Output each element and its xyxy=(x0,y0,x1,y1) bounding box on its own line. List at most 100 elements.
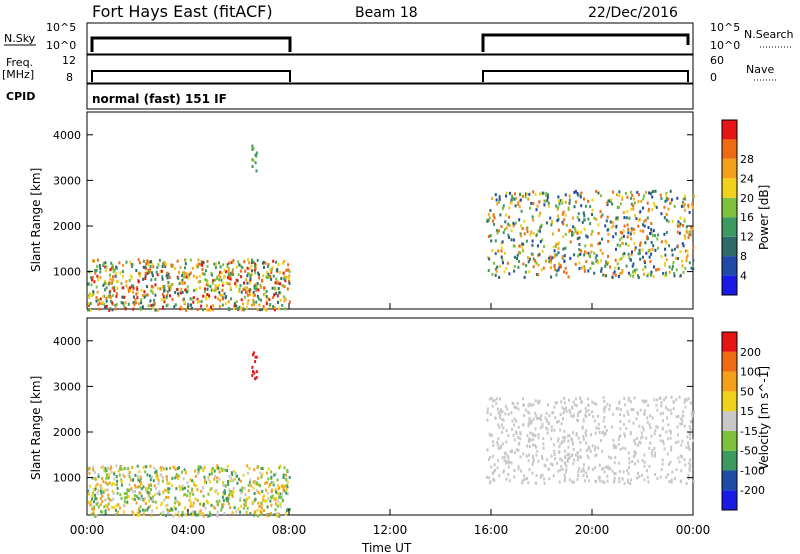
x-tick-label: 00:00 xyxy=(676,523,711,537)
scatter-point xyxy=(91,476,94,480)
scatter-point xyxy=(561,201,564,205)
scatter-point xyxy=(220,508,223,512)
scatter-point xyxy=(511,196,514,199)
scatter-point xyxy=(501,258,504,262)
scatter-point xyxy=(652,202,655,205)
scatter-point xyxy=(635,217,638,221)
scatter-point xyxy=(248,292,251,296)
scatter-point xyxy=(616,193,618,197)
scatter-point xyxy=(642,255,644,259)
scatter-point xyxy=(519,455,522,459)
scatter-point xyxy=(555,253,558,257)
scatter-point xyxy=(265,308,268,312)
scatter-point xyxy=(669,189,672,193)
scatter-point xyxy=(96,502,98,506)
scatter-point xyxy=(523,275,526,279)
scatter-point xyxy=(538,399,541,403)
scatter-point xyxy=(542,442,545,446)
scatter-point xyxy=(251,303,253,307)
scatter-point xyxy=(517,465,520,469)
scatter-point xyxy=(278,486,281,490)
scatter-point xyxy=(129,286,132,290)
scatter-point xyxy=(486,407,489,411)
scatter-point xyxy=(687,476,690,480)
scatter-point xyxy=(551,219,554,223)
scatter-point xyxy=(523,403,525,407)
nave-tick-low: 0 xyxy=(710,71,717,84)
scatter-point xyxy=(132,286,135,290)
scatter-point xyxy=(682,270,685,274)
scatter-point xyxy=(232,259,235,262)
scatter-point xyxy=(115,294,118,298)
scatter-point xyxy=(104,288,106,292)
scatter-point xyxy=(280,277,283,280)
scatter-point xyxy=(688,461,691,465)
scatter-point xyxy=(285,488,288,492)
scatter-point xyxy=(563,401,566,405)
scatter-point xyxy=(660,468,663,472)
scatter-point xyxy=(637,274,639,278)
scatter-point xyxy=(589,205,592,209)
colorbar-tick-label: 28 xyxy=(740,153,754,166)
scatter-point xyxy=(583,265,586,269)
scatter-point xyxy=(115,504,118,508)
scatter-point xyxy=(238,477,240,481)
scatter-point xyxy=(185,513,188,517)
scatter-point xyxy=(233,302,236,306)
scatter-point xyxy=(638,251,641,255)
scatter-point xyxy=(217,274,220,277)
scatter-point xyxy=(500,246,503,250)
scatter-point xyxy=(497,411,500,415)
scatter-point xyxy=(530,403,533,407)
scatter-point xyxy=(245,278,248,282)
scatter-point xyxy=(231,270,234,274)
scatter-point xyxy=(99,266,102,270)
scatter-point xyxy=(113,286,116,290)
scatter-point xyxy=(142,277,145,281)
scatter-point xyxy=(213,506,216,510)
scatter-point xyxy=(625,264,628,268)
scatter-point xyxy=(158,490,161,494)
scatter-point xyxy=(195,513,198,517)
scatter-point xyxy=(680,443,683,447)
scatter-point xyxy=(270,268,273,272)
scatter-point xyxy=(497,249,500,253)
scatter-point xyxy=(529,233,532,237)
scatter-point xyxy=(572,225,575,229)
scatter-point xyxy=(284,512,287,516)
scatter-point xyxy=(137,496,140,500)
scatter-point xyxy=(521,481,524,485)
scatter-point xyxy=(99,489,102,493)
scatter-point xyxy=(507,412,510,416)
scatter-point xyxy=(270,503,273,507)
nsky-label: N.Sky xyxy=(4,32,36,45)
scatter-point xyxy=(222,493,225,497)
scatter-point xyxy=(494,273,497,277)
scatter-point xyxy=(637,443,640,447)
scatter-point xyxy=(691,202,693,206)
scatter-point xyxy=(133,494,136,497)
scatter-point xyxy=(281,303,284,307)
scatter-point xyxy=(606,402,609,406)
scatter-point xyxy=(692,411,695,415)
scatter-point xyxy=(161,476,164,479)
scatter-point xyxy=(537,459,540,463)
scatter-point xyxy=(203,502,206,506)
scatter-point xyxy=(562,247,565,251)
scatter-point xyxy=(636,190,639,194)
scatter-point xyxy=(633,438,636,442)
scatter-point xyxy=(633,269,636,272)
scatter-point xyxy=(92,290,95,294)
scatter-point xyxy=(255,284,258,288)
scatter-point xyxy=(227,270,230,274)
scatter-point xyxy=(643,272,646,276)
scatter-point xyxy=(679,274,682,278)
scatter-point xyxy=(536,244,539,248)
scatter-point xyxy=(136,296,139,300)
colorbar-tick-label: -100 xyxy=(740,464,765,477)
colorbar-swatch xyxy=(722,178,737,198)
scatter-point xyxy=(246,506,249,510)
scatter-point xyxy=(118,506,121,510)
scatter-point xyxy=(604,465,607,469)
scatter-point xyxy=(559,428,562,432)
